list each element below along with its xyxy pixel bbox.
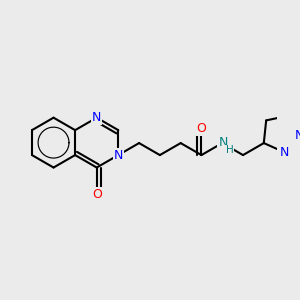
Text: N: N <box>218 136 228 149</box>
Text: N: N <box>295 129 300 142</box>
Text: H: H <box>226 146 233 155</box>
Text: N: N <box>114 148 123 162</box>
Text: O: O <box>196 122 206 135</box>
Text: N: N <box>92 111 101 124</box>
Text: N: N <box>280 146 289 159</box>
Text: O: O <box>92 188 102 201</box>
